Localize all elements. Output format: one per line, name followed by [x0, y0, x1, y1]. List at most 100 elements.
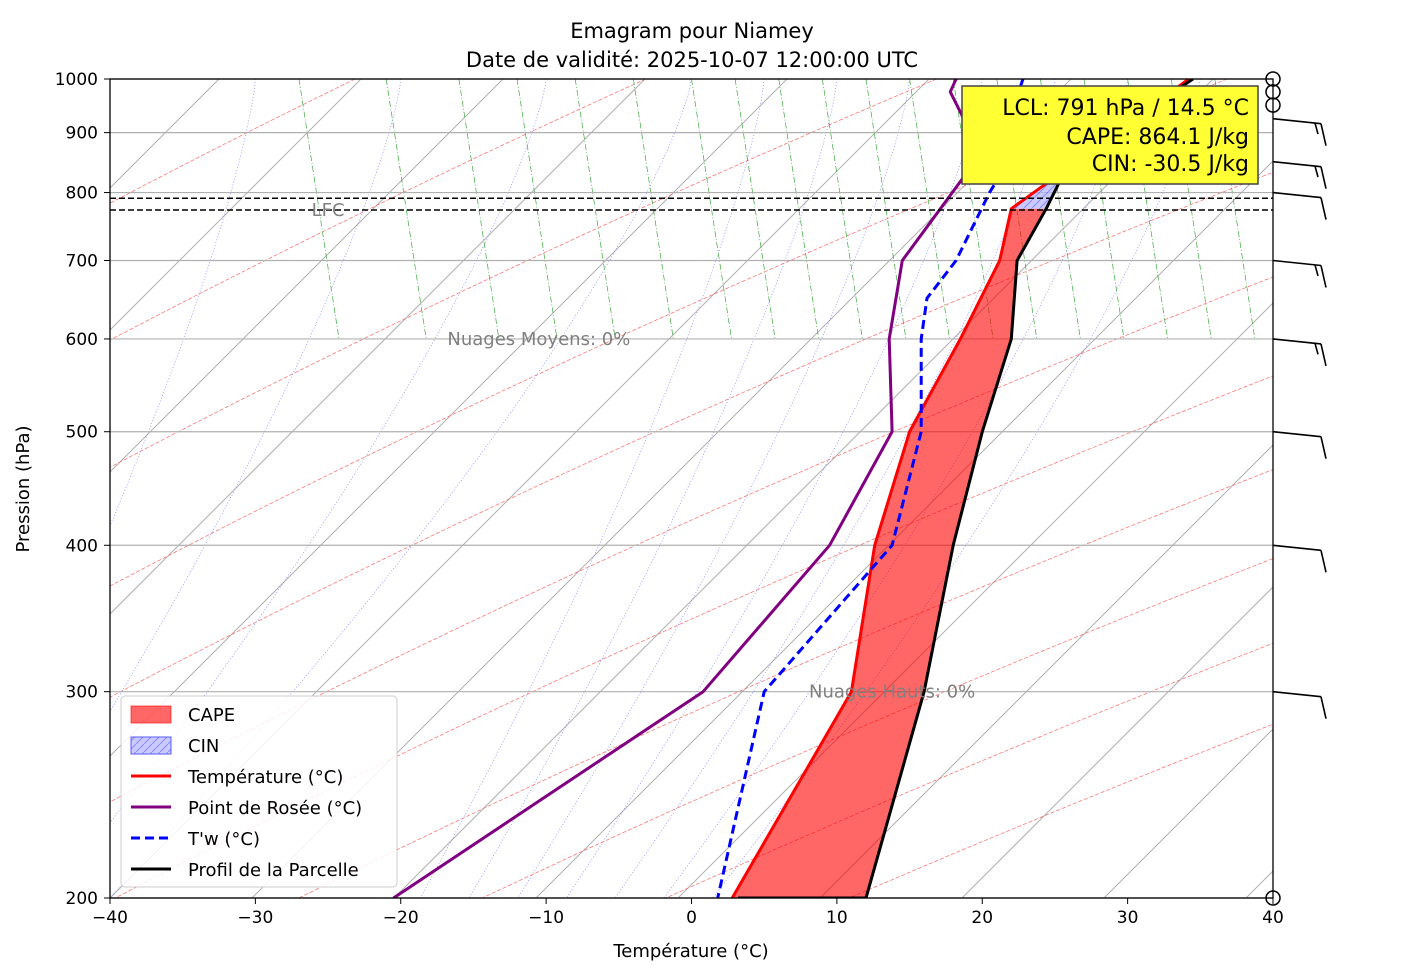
mixing-ratio-line	[821, 79, 863, 339]
x-tick-label: −20	[383, 908, 419, 928]
mixing-ratio-line	[516, 79, 558, 339]
isotherm-line	[535, 160, 1273, 898]
calm-wind-circle	[1265, 890, 1281, 906]
barb-flag	[1320, 265, 1327, 288]
level-lines	[110, 197, 1273, 211]
x-tick-label: 10	[826, 908, 848, 928]
barb-half-flag	[1314, 264, 1319, 277]
y-tick-label: 600	[66, 330, 98, 350]
chart-title: Emagram pour Niamey	[570, 19, 814, 43]
mixing-ratio-line	[734, 79, 776, 339]
barb-flag	[1320, 696, 1327, 719]
dry-adiabat	[115, 375, 1273, 898]
x-tick-label: −30	[237, 908, 273, 928]
x-tick-label: −40	[92, 908, 128, 928]
legend-entry: CIN	[130, 736, 219, 757]
y-tick-label: 1000	[55, 70, 98, 90]
barb-half-flag	[1314, 343, 1319, 355]
moist-adiabat	[468, 79, 838, 898]
legend-label: Point de Rosée (°C)	[188, 798, 362, 819]
moist-adiabat	[110, 79, 692, 898]
y-axis-label: Pression (hPa)	[13, 425, 34, 552]
isotherm-line	[110, 79, 362, 331]
legend-entry: T'w (°C)	[131, 829, 260, 850]
annotation-label: LFC	[312, 200, 345, 221]
wind-barb	[1272, 191, 1327, 220]
isotherm-line	[961, 586, 1273, 898]
isotherm-line	[1388, 0, 1404, 898]
legend: CAPE CIN Température (°C) Point de Rosée (°…	[120, 695, 398, 888]
annotations: Nuages Hauts: 0% Nuages Moyens: 0% LFC	[312, 200, 976, 703]
mixing-ratio-line	[458, 79, 500, 339]
info-lcl: LCL: 791 hPa / 14.5 °C	[1002, 96, 1249, 121]
cape-area	[732, 208, 1047, 898]
legend-label: Température (°C)	[187, 767, 343, 788]
x-tick-label: 0	[686, 908, 697, 928]
isotherm-line	[110, 79, 646, 615]
legend-entry: CAPE	[130, 705, 235, 726]
info-cape: CAPE: 864.1 J/kg	[1066, 125, 1249, 150]
calm-wind-circle	[1265, 84, 1281, 100]
barb-half-flag	[1314, 165, 1319, 178]
legend-swatch	[130, 705, 172, 724]
y-axis-ticks: 1000 900 800 700 600 500 400 300 200	[55, 70, 110, 909]
info-cin: CIN: -30.5 J/kg	[1092, 152, 1249, 177]
wind-barb	[1272, 430, 1327, 459]
y-tick-label: 300	[66, 683, 98, 703]
legend-entry: Point de Rosée (°C)	[131, 798, 362, 819]
legend-entry: Profil de la Parcelle	[131, 860, 359, 881]
calm-wind-circle	[1265, 97, 1281, 113]
legend-box	[120, 695, 398, 888]
barb-staff	[1272, 117, 1322, 125]
dry-adiabat	[110, 79, 356, 204]
barb-staff	[1272, 430, 1322, 438]
barb-flag	[1320, 436, 1327, 459]
y-tick-label: 500	[66, 423, 98, 443]
wind-barb	[1272, 259, 1327, 288]
barb-flag	[1320, 197, 1327, 220]
barb-flag	[1320, 343, 1327, 367]
dewpoint-line	[392, 79, 977, 898]
x-tick-label: 40	[1262, 908, 1284, 928]
mixing-ratio-line	[909, 79, 950, 339]
legend-label: CAPE	[188, 705, 235, 726]
wind-barb	[1272, 160, 1327, 189]
barb-flag	[1320, 166, 1327, 189]
barb-flag	[1320, 550, 1327, 573]
wind-barb	[1272, 338, 1327, 367]
isotherm-line	[110, 79, 504, 473]
barb-staff	[1272, 544, 1322, 552]
wind-barbs	[1265, 71, 1327, 906]
mixing-ratio-line	[385, 79, 427, 339]
legend-label: Profil de la Parcelle	[188, 860, 359, 881]
x-tick-label: −10	[528, 908, 564, 928]
annotation-label: Nuages Moyens: 0%	[447, 329, 630, 350]
cape-cin-fills	[732, 105, 1154, 898]
chart-subtitle: Date de validité: 2025-10-07 12:00:00 UT…	[466, 48, 918, 72]
barb-half-flag	[1314, 122, 1319, 135]
y-tick-label: 200	[66, 889, 98, 909]
series-layer	[392, 79, 1194, 898]
barb-staff	[1272, 191, 1322, 199]
legend-entry: Température (°C)	[131, 767, 343, 788]
y-tick-label: 700	[66, 252, 98, 272]
y-tick-label: 400	[66, 536, 98, 556]
mixing-ratio-line	[865, 79, 907, 339]
barb-staff	[1272, 259, 1322, 267]
isotherm-line	[251, 79, 1072, 898]
wind-barb	[1272, 117, 1327, 146]
legend-label: CIN	[188, 736, 219, 757]
barb-staff	[1272, 338, 1322, 345]
barb-staff	[1272, 160, 1322, 168]
barb-staff	[1272, 690, 1322, 698]
mixing-ratio-line	[691, 79, 732, 339]
calm-wind-circle	[1265, 71, 1281, 87]
x-axis-ticks: −40 −30 −20 −10 0 10 20 30 40	[92, 898, 1284, 928]
mixing-ratio-line	[574, 79, 616, 339]
isotherm-line	[819, 444, 1273, 898]
x-axis-label: Température (°C)	[612, 941, 768, 962]
annotation-label: Nuages Hauts: 0%	[809, 682, 975, 703]
info-box: LCL: 791 hPa / 14.5 °C CAPE: 864.1 J/kg …	[961, 85, 1259, 185]
parcel-profile-line	[738, 79, 1194, 898]
